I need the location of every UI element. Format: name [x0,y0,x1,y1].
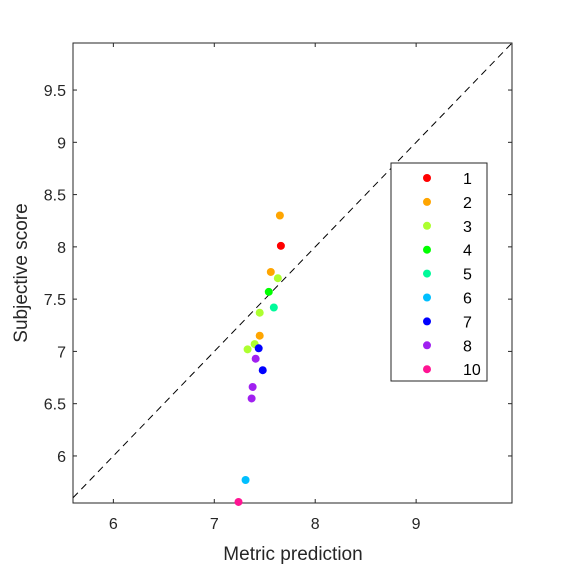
y-tick-label: 6 [57,449,66,466]
y-axis-title: Subjective score [11,203,32,342]
data-point-series-1 [276,241,285,250]
y-axis: 6 6.5 7 7.5 8 8.5 9 9.5 [44,83,512,466]
legend-marker-4 [423,245,431,254]
legend-marker-8 [423,341,431,350]
identity-reference-line [72,42,513,499]
y-tick-label: 6.5 [44,397,66,414]
data-points [234,211,285,506]
x-tick-label: 9 [412,516,421,533]
y-tick-label: 8 [57,240,66,257]
legend-label: 1 [463,171,472,188]
data-point-series-2 [255,331,264,340]
data-point-series-6 [241,476,250,484]
data-point-series-8 [248,382,257,391]
data-point-series-5 [269,303,278,312]
data-point-series-10 [234,497,243,506]
y-tick-label: 7.5 [44,292,66,309]
data-point-series-8 [247,394,256,403]
data-point-series-7 [258,366,267,375]
data-point-series-2 [266,267,275,276]
y-tick-label: 8.5 [44,188,66,205]
x-tick-label: 7 [210,516,219,533]
legend-box [390,162,488,382]
y-tick-label: 9 [57,135,66,152]
legend-marker-2 [423,197,431,206]
legend-label: 7 [463,314,472,331]
legend-label: 3 [463,219,472,236]
data-point-series-3 [243,345,252,354]
y-tick-label: 9.5 [44,83,66,100]
legend-marker-3 [423,221,431,230]
legend-marker-6 [423,293,431,302]
legend-label: 2 [463,195,472,212]
legend-label: 10 [463,362,481,379]
legend: 1 2 3 4 5 6 7 8 10 [390,162,488,382]
legend-marker-5 [423,269,431,278]
legend-label: 5 [463,267,472,284]
x-tick-label: 6 [109,516,118,533]
data-point-series-7 [254,344,263,353]
legend-label: 6 [463,291,472,308]
legend-label: 4 [463,243,472,260]
x-axis: 6 7 8 9 [109,43,421,533]
data-point-series-3 [255,308,264,317]
legend-label: 8 [463,338,472,355]
data-point-series-4 [264,287,273,296]
data-point-series-2 [275,211,284,220]
legend-marker-10 [423,365,431,374]
y-tick-label: 7 [57,344,66,361]
data-point-series-3 [273,274,282,283]
legend-marker-1 [423,174,431,182]
x-axis-title: Metric prediction [223,544,362,565]
legend-marker-7 [423,317,431,326]
x-tick-label: 8 [311,516,320,533]
data-point-series-8 [251,354,260,363]
